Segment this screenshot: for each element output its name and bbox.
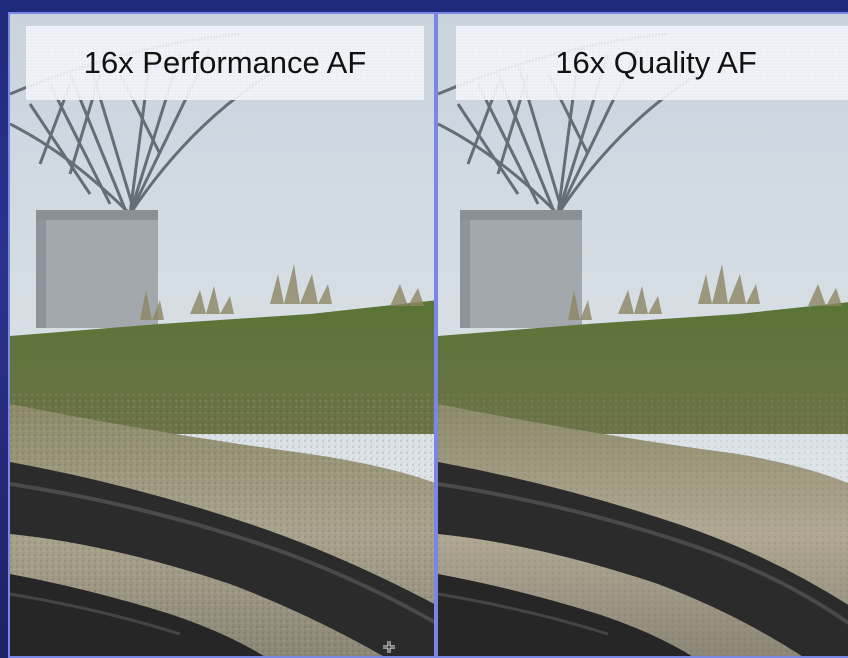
comparison-panel-left: 16x Performance AF (8, 12, 436, 658)
scene-right (438, 14, 848, 656)
scene-left (10, 14, 434, 656)
panel-label-right: 16x Quality AF (456, 26, 848, 100)
panel-label-left: 16x Performance AF (26, 26, 424, 100)
crosshair-cursor-icon (383, 641, 395, 653)
comparison-panel-right: 16x Quality AF (436, 12, 848, 658)
